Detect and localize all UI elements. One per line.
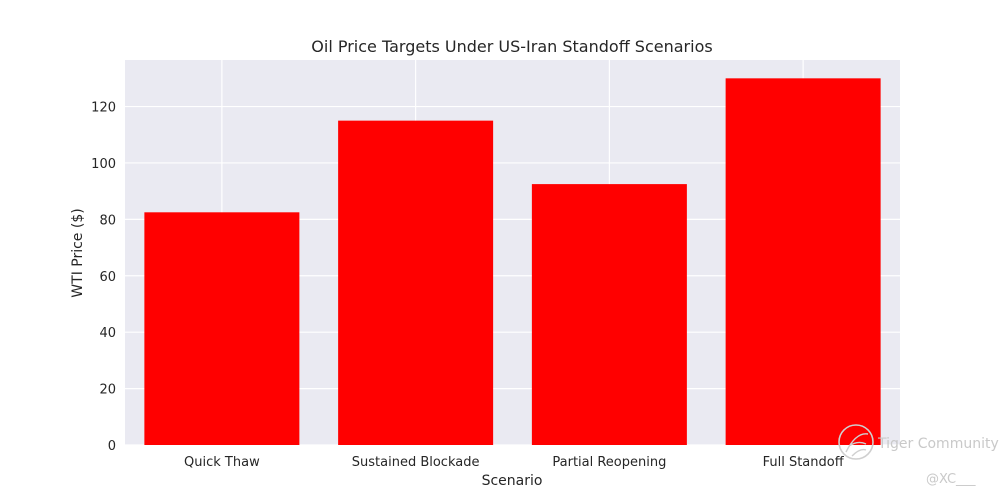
y-tick-label: 20	[99, 383, 116, 398]
bar-quick-thaw	[144, 212, 300, 445]
watermark: Tiger Community @XC___	[838, 424, 999, 487]
x-tick-label: Partial Reopening	[552, 455, 666, 470]
y-axis-ticks: 0 20 40 60 80 100 120	[91, 101, 116, 454]
x-tick-label: Quick Thaw	[184, 455, 260, 470]
bar-sustained-blockade	[338, 120, 494, 446]
y-tick-label: 120	[91, 101, 116, 116]
x-tick-label: Full Standoff	[763, 455, 845, 470]
x-axis-ticks: Quick Thaw Sustained Blockade Partial Reop…	[184, 455, 845, 470]
watermark-brand: Tiger Community	[877, 436, 999, 452]
y-tick-label: 40	[99, 326, 116, 341]
y-tick-label: 80	[99, 213, 116, 228]
x-tick-label: Sustained Blockade	[352, 455, 480, 470]
y-tick-label: 0	[108, 439, 116, 454]
x-axis-label: Scenario	[482, 473, 543, 489]
y-tick-label: 60	[99, 270, 116, 285]
y-axis-label: WTI Price ($)	[70, 208, 86, 297]
bar-partial-reopening	[531, 184, 687, 445]
bars	[144, 78, 881, 446]
watermark-handle: @XC___	[926, 472, 976, 487]
tiger-logo-icon	[838, 424, 874, 460]
chart-title: Oil Price Targets Under US-Iran Standoff…	[311, 37, 712, 56]
bar-full-standoff	[725, 78, 881, 445]
y-tick-label: 100	[91, 157, 116, 172]
